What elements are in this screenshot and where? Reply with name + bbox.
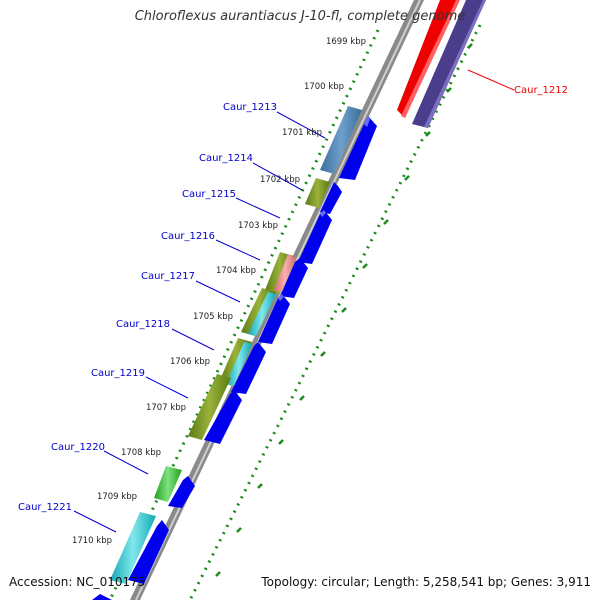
tick-label: 1707 kbp — [146, 403, 186, 413]
gene-label-caur-1219: Caur_1219 — [91, 368, 145, 379]
tick-label: 1708 kbp — [121, 448, 161, 458]
tick-label: 1703 kbp — [238, 221, 278, 231]
tick-label: 1704 kbp — [216, 266, 256, 276]
tick-label: 1705 kbp — [193, 312, 233, 322]
tick-label: 1709 kbp — [97, 492, 137, 502]
gene-label-caur-1218: Caur_1218 — [116, 319, 170, 330]
feature-caur-1214[interactable] — [305, 178, 330, 208]
accession-label: Accession: NC_010175 — [9, 575, 146, 589]
cds-arrow[interactable] — [92, 594, 112, 600]
tick-label: 1702 kbp — [260, 175, 300, 185]
feature-caur-1212-purple[interactable] — [412, 0, 486, 128]
feature-caur-1220[interactable] — [154, 466, 182, 502]
tick-label: 1706 kbp — [170, 357, 210, 367]
feature-caur-1216-b[interactable] — [274, 254, 296, 292]
leader-line-caur-1212 — [467, 69, 515, 91]
topology-label: Topology: circular; Length: 5,258,541 bp… — [261, 575, 591, 589]
leader-lines — [73, 111, 326, 533]
feature-caur-1217-b[interactable] — [248, 292, 276, 336]
gene-label-caur-1212: Caur_1212 — [514, 85, 568, 96]
cds-arrow[interactable] — [231, 342, 266, 394]
tick-ring-outer — [188, 24, 482, 600]
feature-caur-1218-b[interactable] — [226, 342, 252, 386]
cds-arrows — [92, 116, 377, 600]
gene-label-caur-1216: Caur_1216 — [161, 231, 215, 242]
feature-caur-1219[interactable] — [188, 374, 231, 440]
gene-label-caur-1214: Caur_1214 — [199, 153, 253, 164]
cds-arrow[interactable] — [280, 258, 308, 298]
outer-dashes — [215, 43, 473, 577]
cds-arrow[interactable] — [320, 182, 342, 214]
cds-arrow[interactable] — [298, 210, 332, 264]
gene-label-caur-1221: Caur_1221 — [18, 502, 72, 513]
cds-arrow[interactable] — [258, 294, 290, 344]
tick-ring-inner — [108, 29, 380, 600]
tick-label: 1699 kbp — [326, 37, 366, 47]
cds-arrow[interactable] — [128, 520, 169, 584]
tick-label: 1700 kbp — [304, 82, 344, 92]
feature-caur-1221[interactable] — [110, 512, 156, 584]
gene-label-caur-1220: Caur_1220 — [51, 442, 105, 453]
feature-caur-1213[interactable] — [320, 106, 362, 174]
gene-label-caur-1217: Caur_1217 — [141, 271, 195, 282]
gene-labels: Caur_1212 Caur_1213 Caur_1214 Caur_1215 … — [18, 85, 568, 513]
cds-arrow[interactable] — [339, 116, 377, 180]
tick-labels: 1699 kbp 1700 kbp 1701 kbp 1702 kbp 1703… — [72, 37, 366, 546]
tick-label: 1701 kbp — [282, 128, 322, 138]
map-title: Chloroflexus aurantiacus J-10-fl, comple… — [134, 9, 466, 24]
cds-arrow[interactable] — [168, 476, 195, 508]
tick-label: 1710 kbp — [72, 536, 112, 546]
gene-label-caur-1213: Caur_1213 — [223, 102, 277, 113]
cds-arrow[interactable] — [204, 390, 242, 444]
gene-label-caur-1215: Caur_1215 — [182, 189, 236, 200]
